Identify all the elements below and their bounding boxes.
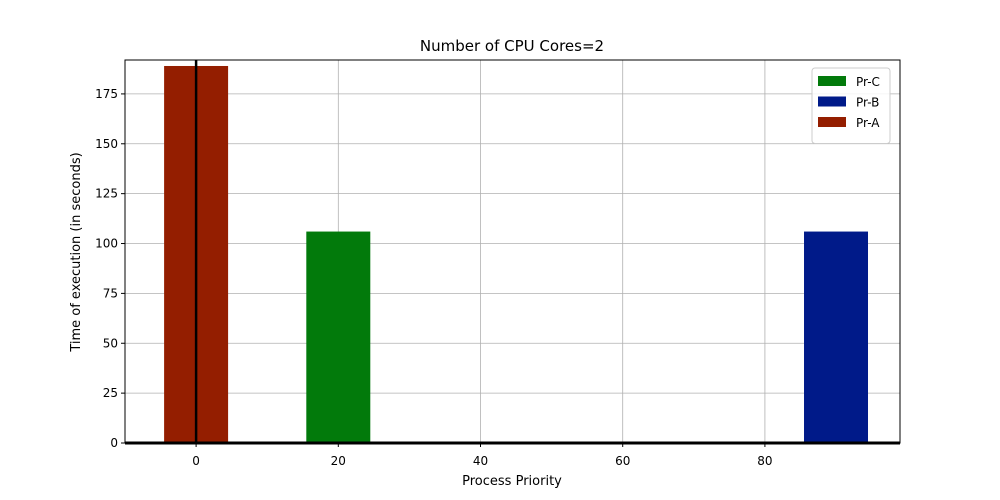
axes	[124, 59, 901, 445]
legend: Pr-C Pr-B Pr-A	[811, 67, 891, 144]
y-tick-label: 150	[95, 137, 118, 151]
y-tick-label: 0	[110, 436, 118, 450]
legend-swatch-pr-a	[818, 117, 846, 127]
bars	[164, 65, 869, 443]
y-tick-label: 175	[95, 87, 118, 101]
x-tick-label: 60	[615, 454, 630, 468]
grid-lines	[125, 60, 900, 444]
plot-frame	[124, 59, 901, 444]
legend-swatch-pr-b	[818, 96, 846, 107]
y-tick-label: 100	[95, 237, 118, 251]
y-tick-label: 125	[95, 187, 118, 201]
x-axis-label: Process Priority	[462, 474, 562, 489]
y-tick-label: 75	[103, 286, 118, 300]
bar-pr-c	[306, 231, 371, 443]
legend-label-pr-c: Pr-C	[856, 75, 880, 89]
x-tick-label: 80	[757, 454, 772, 468]
chart-title: Number of CPU Cores=2	[420, 37, 604, 55]
x-tick-label: 40	[473, 454, 488, 468]
y-axis-label: Time of execution (in seconds)	[69, 152, 84, 352]
legend-label-pr-a: Pr-A	[856, 116, 880, 130]
x-tick-label: 0	[192, 454, 200, 468]
x-tick-label: 20	[331, 454, 346, 468]
legend-label-pr-b: Pr-B	[856, 96, 879, 110]
ticks: 0 20 40 60 80 0 25 50 75 100 125 150 175	[95, 87, 772, 468]
y-tick-label: 50	[103, 336, 118, 350]
legend-swatch-pr-c	[818, 76, 846, 86]
bar-pr-b	[804, 231, 869, 443]
y-tick-label: 25	[103, 386, 118, 400]
